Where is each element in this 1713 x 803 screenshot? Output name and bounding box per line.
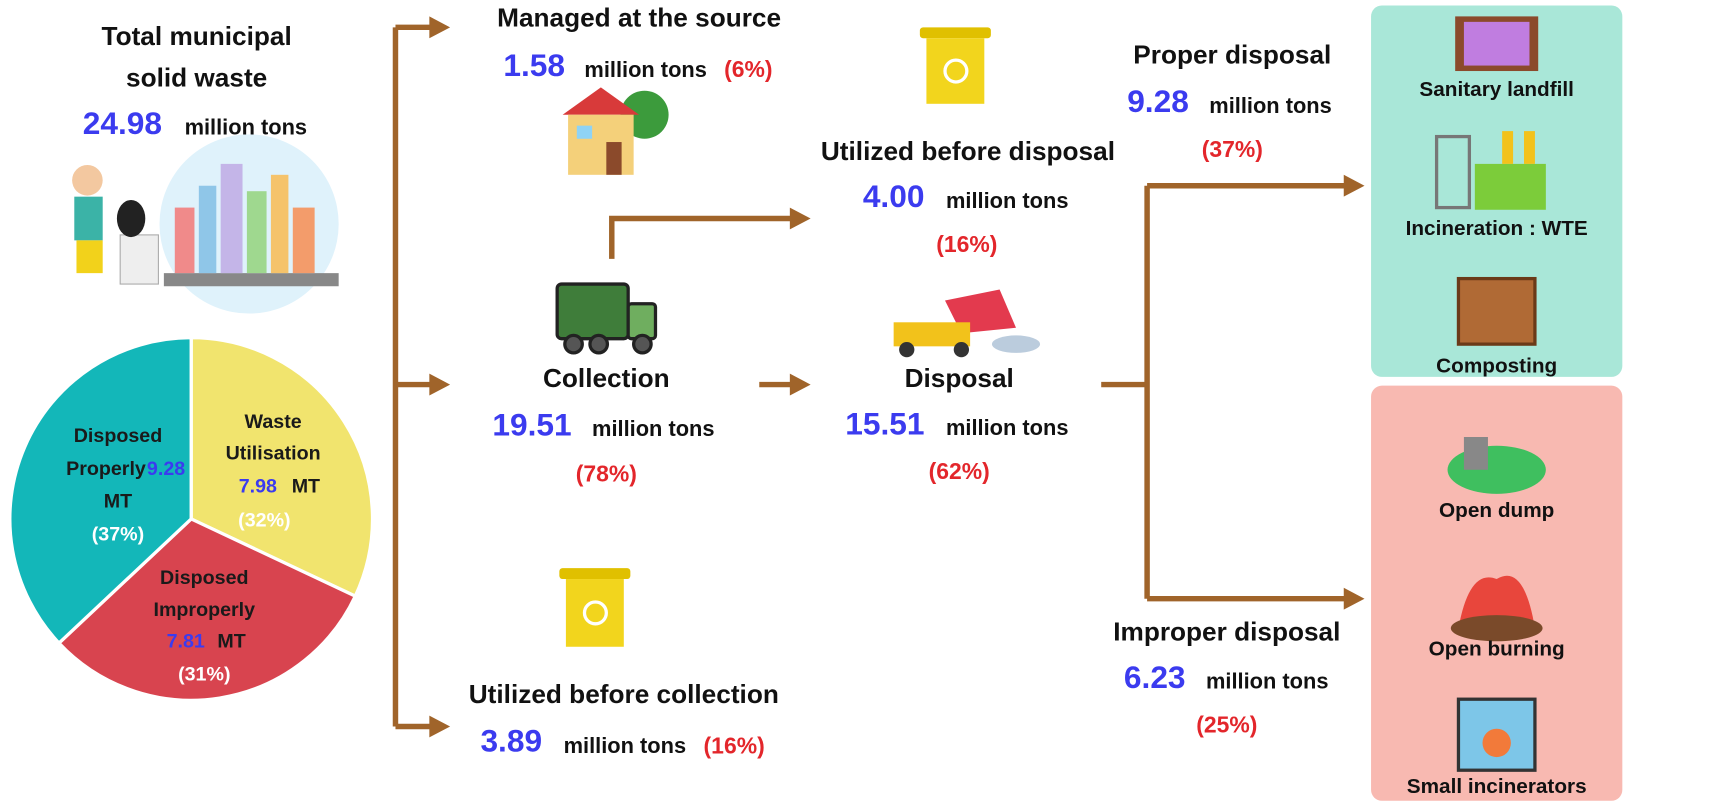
method-label: Open dump (1439, 499, 1554, 522)
method-label: Sanitary landfill (1419, 78, 1574, 101)
node-unit: million tons (946, 415, 1068, 440)
slice-label: Properly (66, 458, 146, 480)
slice-share: (32%) (238, 509, 290, 531)
method-label: Small incinerators (1407, 775, 1587, 798)
method-icons (1434, 16, 1546, 772)
bin-icon (919, 27, 991, 104)
method-label: Open burning (1429, 638, 1565, 661)
node-amount: 15.51 (845, 405, 924, 441)
node-share: (16%) (936, 231, 997, 257)
node-title: Utilized before disposal (821, 136, 1115, 166)
node-amount: 9.28 (1127, 83, 1189, 119)
slice-label: Disposed (160, 567, 248, 589)
slice-share: (37%) (92, 524, 144, 546)
node-unit: million tons (946, 188, 1068, 213)
node-amount: 6.23 (1124, 659, 1186, 695)
method-label: Incineration : WTE (1406, 217, 1588, 240)
node-title: Collection (543, 363, 670, 393)
node-share: (6%) (724, 56, 772, 82)
slice-label: Disposed (74, 425, 162, 447)
house-icon (562, 87, 669, 175)
node-title: Utilized before collection (469, 679, 779, 709)
slice-unit: MT (104, 491, 132, 513)
node-unit: million tons (584, 57, 706, 82)
slice-amount: 7.98 (239, 475, 277, 497)
dump-truck-icon (893, 289, 1041, 358)
slice-label: Improperly (153, 599, 255, 621)
node-share: (25%) (1196, 712, 1257, 738)
slice-unit: MT (292, 475, 320, 497)
flow-arrows (392, 16, 1365, 738)
node-amount: 4.00 (863, 178, 925, 214)
slice-unit: MT (217, 631, 245, 653)
node-unit: million tons (1206, 669, 1328, 694)
pie-slice (56, 516, 358, 702)
node-amount: 19.51 (492, 407, 571, 443)
slice-share: (31%) (178, 663, 230, 685)
slice-label: Utilisation (226, 443, 321, 465)
bin-icon (559, 568, 631, 647)
total-title: solid waste (126, 63, 267, 93)
slice-label: Waste (245, 411, 302, 433)
slice-amount: 7.81 (167, 631, 205, 653)
slice-amount: 9.28 (147, 458, 185, 480)
node-title: Proper disposal (1133, 40, 1331, 70)
node-amount: 1.58 (503, 47, 565, 83)
node-amount: 3.89 (480, 722, 542, 758)
total-amount: 24.98 (83, 105, 162, 141)
node-title: Managed at the source (497, 3, 781, 33)
method-label: Composting (1436, 355, 1557, 378)
pie (8, 335, 375, 702)
truck-icon (555, 282, 658, 355)
pie-slice (189, 335, 375, 599)
node-unit: million tons (564, 733, 686, 758)
node-share: (78%) (576, 460, 637, 486)
city-illustration (72, 134, 339, 314)
node-title: Improper disposal (1113, 617, 1340, 647)
node-share: (37%) (1202, 136, 1263, 162)
total-title: Total municipal (102, 21, 292, 51)
pie-slice (8, 335, 193, 646)
node-unit: million tons (592, 416, 714, 441)
node-share: (62%) (929, 458, 990, 484)
node-title: Disposal (905, 363, 1014, 393)
node-share: (16%) (704, 732, 765, 758)
node-unit: million tons (1209, 93, 1331, 118)
